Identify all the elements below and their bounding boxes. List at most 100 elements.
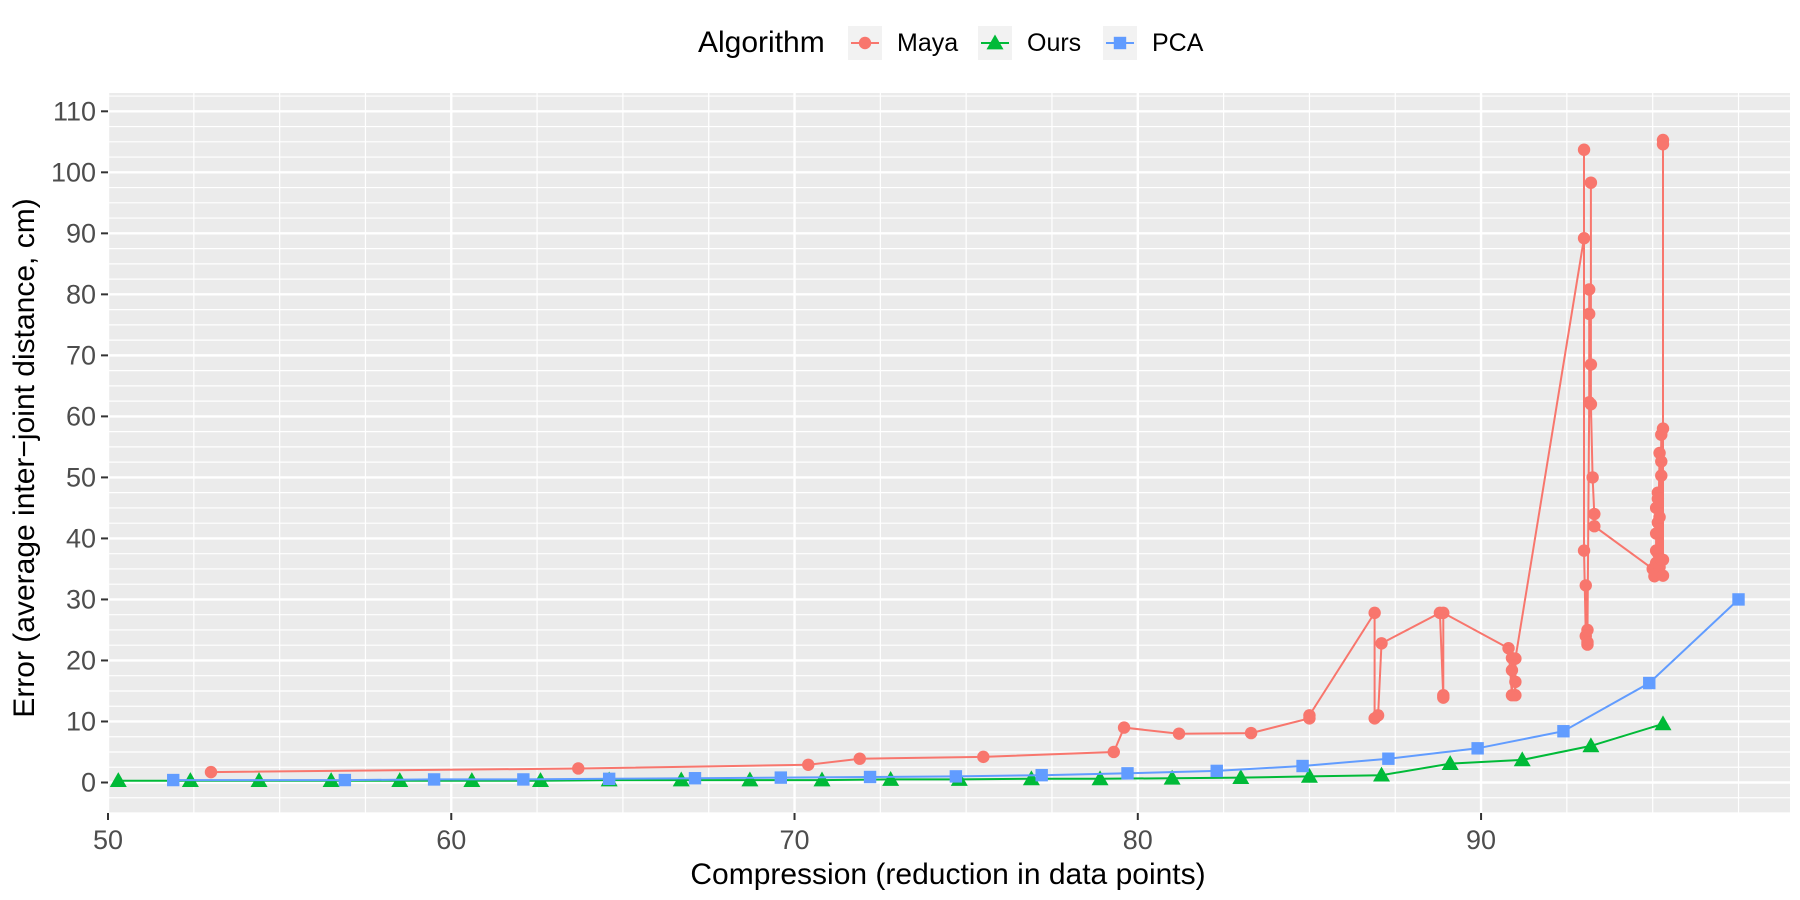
data-point-maya xyxy=(1656,422,1670,435)
data-point-maya xyxy=(1586,471,1599,484)
data-point-maya xyxy=(1303,709,1316,722)
data-point-maya xyxy=(1509,689,1522,702)
data-point-ours xyxy=(1654,715,1672,731)
series-layer xyxy=(109,133,1745,788)
x-axis-title: Compression (reduction in data points) xyxy=(690,858,1205,891)
series-maya xyxy=(204,133,1670,779)
data-point-maya xyxy=(1509,675,1522,689)
y-tick-label: 40 xyxy=(66,523,96,553)
data-point-pca xyxy=(688,772,702,785)
data-point-ours xyxy=(1022,770,1040,786)
data-point-pca xyxy=(427,773,441,786)
axes: 0 10 20 30 40 50 60 70 80 90 100 110 50 60 70 80 90 xyxy=(51,96,1496,855)
data-point-ours xyxy=(1091,770,1109,786)
data-point-maya xyxy=(572,762,585,775)
data-point-ours xyxy=(1300,767,1318,783)
data-point-pca xyxy=(602,772,616,786)
data-point-maya xyxy=(1505,664,1519,677)
data-point-pca xyxy=(1643,676,1656,690)
legend-item-ours: Ours xyxy=(978,26,1081,60)
data-point-maya xyxy=(1582,283,1596,296)
x-tick-label: 90 xyxy=(1466,825,1496,855)
y-tick-label: 10 xyxy=(66,706,96,736)
data-point-maya xyxy=(802,758,815,771)
legend-label-maya: Maya xyxy=(897,29,958,57)
data-point-ours xyxy=(882,770,900,786)
legend-item-pca: PCA xyxy=(1103,26,1204,60)
data-point-pca xyxy=(1471,742,1484,755)
data-point-maya xyxy=(1584,397,1598,411)
data-point-maya xyxy=(204,765,218,779)
data-point-pca xyxy=(863,770,877,784)
data-point-maya xyxy=(1584,358,1598,371)
x-tick-label: 50 xyxy=(93,825,123,855)
data-point-maya xyxy=(1502,642,1515,655)
y-tick-label: 70 xyxy=(66,340,96,370)
y-tick-label: 60 xyxy=(66,401,96,431)
data-point-maya xyxy=(1375,637,1388,650)
data-point-pca xyxy=(1732,593,1745,606)
y-tick-label: 80 xyxy=(66,279,96,309)
x-tick-label: 70 xyxy=(780,825,810,855)
data-point-pca xyxy=(774,771,787,784)
data-point-maya xyxy=(1655,455,1668,468)
legend-label-ours: Ours xyxy=(1027,29,1081,57)
data-point-maya xyxy=(1107,745,1120,759)
data-point-maya xyxy=(1244,726,1258,740)
data-point-pca xyxy=(517,773,530,786)
data-point-maya xyxy=(1172,727,1186,740)
y-tick-label: 20 xyxy=(66,645,96,675)
data-point-ours xyxy=(1441,755,1459,770)
grid xyxy=(106,93,1790,814)
data-point-maya xyxy=(1577,143,1591,156)
data-point-ours xyxy=(1513,751,1531,767)
legend: Algorithm Maya Ours PCA xyxy=(698,26,1204,60)
data-point-maya xyxy=(1655,469,1668,482)
data-point-maya xyxy=(1371,709,1385,722)
y-tick-label: 0 xyxy=(81,767,96,797)
y-axis-title: Error (average inter−joint distance, cm) xyxy=(8,198,41,717)
data-point-ours xyxy=(109,772,127,788)
legend-label-pca: PCA xyxy=(1152,29,1204,57)
data-point-maya xyxy=(1653,510,1666,524)
data-point-maya xyxy=(1588,520,1601,533)
y-tick-label: 50 xyxy=(66,462,96,492)
data-point-maya xyxy=(1117,721,1131,734)
series-line-pca xyxy=(173,598,1740,782)
data-point-pca xyxy=(1296,759,1309,773)
data-point-ours xyxy=(1582,737,1600,753)
data-point-maya xyxy=(1649,527,1663,540)
data-point-maya xyxy=(1368,606,1381,620)
legend-key-marker-pca xyxy=(1113,36,1127,50)
series-pca xyxy=(167,593,1745,787)
data-point-pca xyxy=(1382,752,1395,765)
data-point-pca xyxy=(167,773,180,787)
data-point-pca xyxy=(1557,725,1570,738)
data-point-ours xyxy=(813,771,831,787)
data-point-ours xyxy=(1373,766,1391,782)
data-point-pca xyxy=(949,770,963,783)
data-point-maya xyxy=(853,752,866,765)
data-point-pca xyxy=(338,773,352,787)
y-tick-label: 90 xyxy=(66,218,96,248)
data-point-pca xyxy=(1035,768,1048,782)
data-point-maya xyxy=(1656,138,1670,151)
data-point-ours xyxy=(1232,769,1250,784)
legend-item-maya: Maya xyxy=(848,26,958,60)
data-point-maya xyxy=(1577,544,1591,557)
data-point-maya xyxy=(1581,623,1594,637)
data-point-maya xyxy=(1581,635,1594,649)
data-point-maya xyxy=(977,750,990,764)
y-tick-label: 110 xyxy=(53,96,96,126)
x-tick-label: 80 xyxy=(1123,825,1153,855)
data-point-maya xyxy=(1656,553,1670,566)
data-point-maya xyxy=(1588,507,1601,521)
data-point-maya xyxy=(1582,307,1596,321)
data-point-maya xyxy=(1509,652,1522,665)
data-point-ours xyxy=(741,771,759,787)
data-point-maya xyxy=(1579,579,1592,592)
legend-key-marker-maya xyxy=(858,36,872,50)
y-tick-label: 30 xyxy=(66,584,96,614)
